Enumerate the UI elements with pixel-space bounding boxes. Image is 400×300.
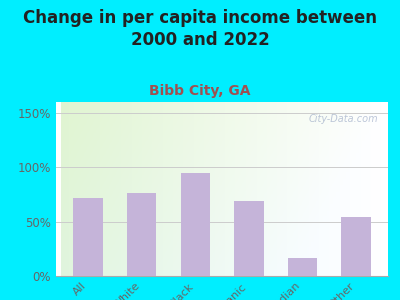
Text: Change in per capita income between
2000 and 2022: Change in per capita income between 2000… — [23, 9, 377, 49]
Bar — [180, 173, 210, 276]
Bar — [288, 257, 317, 276]
Bar — [127, 194, 156, 276]
Text: Bibb City, GA: Bibb City, GA — [149, 84, 251, 98]
Bar — [74, 198, 103, 276]
Bar — [234, 201, 264, 276]
Bar — [341, 217, 370, 276]
Text: City-Data.com: City-Data.com — [308, 114, 378, 124]
